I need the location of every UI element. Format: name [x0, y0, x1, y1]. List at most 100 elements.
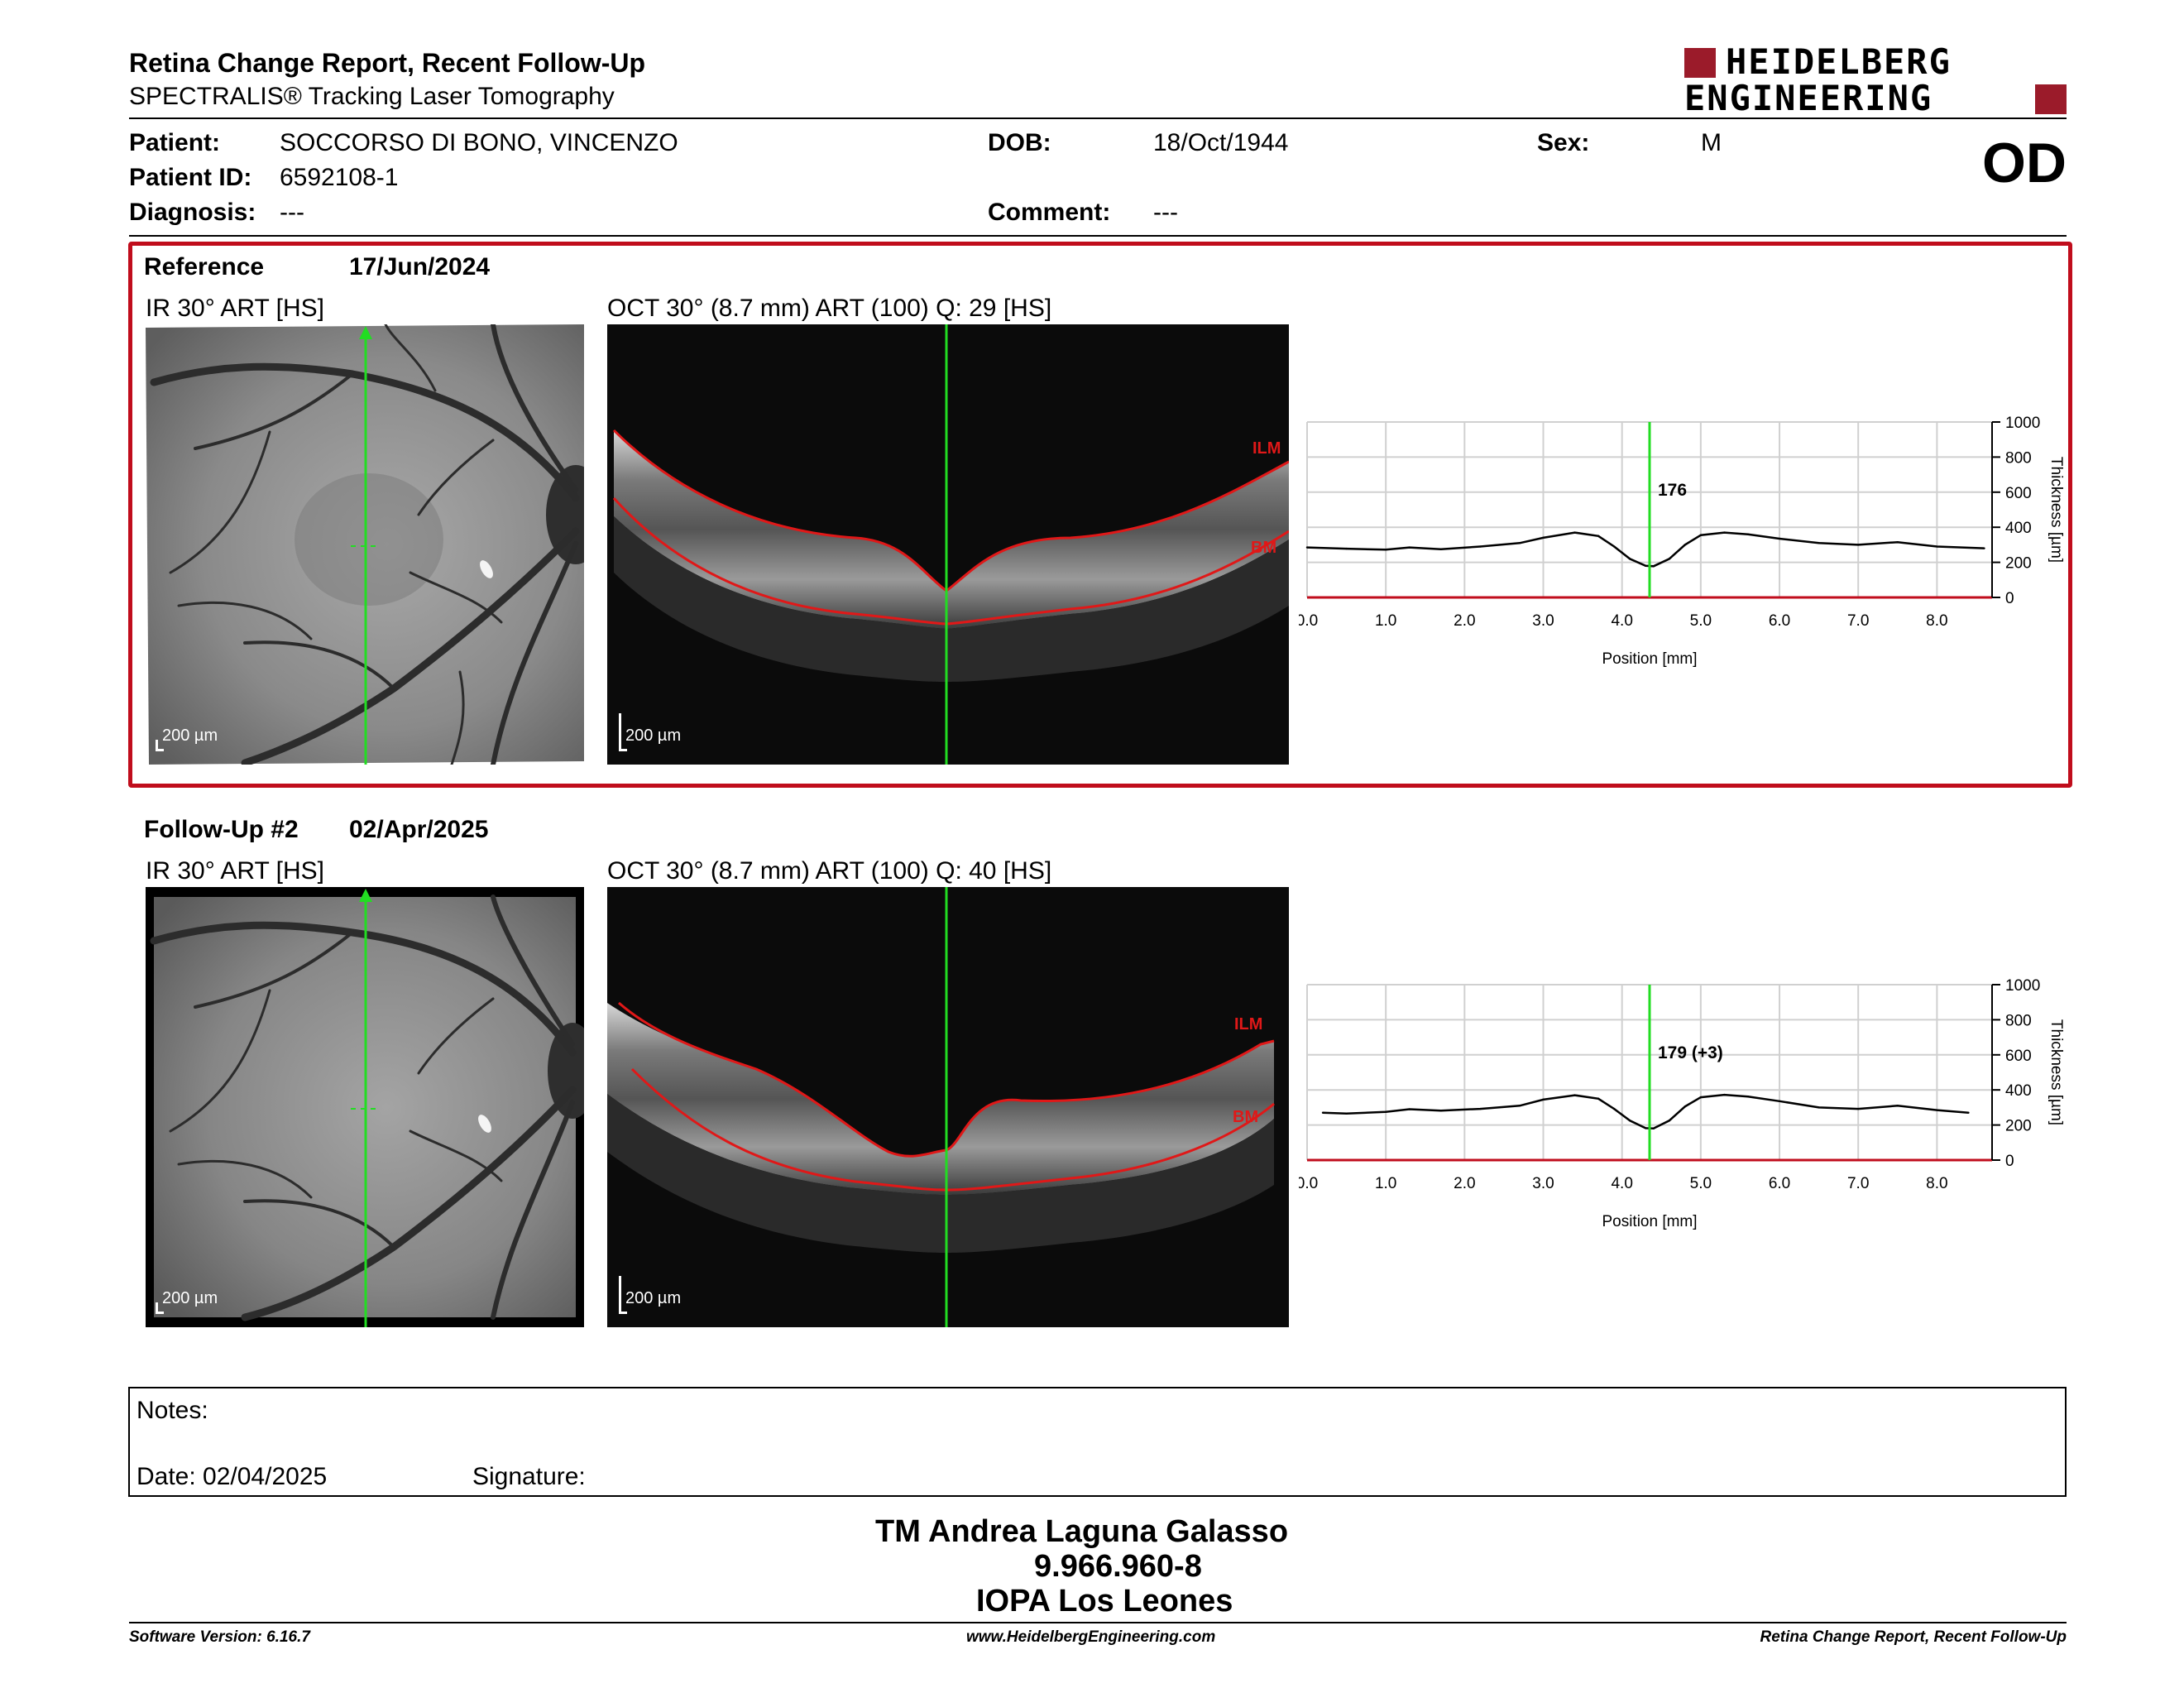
- x-tick-label: 3.0: [1532, 612, 1554, 630]
- logo-square-icon: [2035, 84, 2067, 114]
- followup-oct-image[interactable]: ILM BM 200 µm: [607, 887, 1289, 1327]
- heidelberg-logo: HEIDELBERG ENGINEERING: [1684, 45, 2067, 117]
- x-axis-label: Position [mm]: [1602, 650, 1697, 668]
- data-point: [1652, 565, 1655, 568]
- comment-label: Comment:: [988, 199, 1111, 226]
- data-point: [1857, 1107, 1860, 1110]
- dob-value: 18/Oct/1944: [1153, 129, 1289, 156]
- y-tick-label: 800: [2005, 449, 2032, 467]
- reference-ir-label: IR 30° ART [HS]: [146, 295, 324, 322]
- scale-label: 200 µm: [625, 1289, 682, 1307]
- reference-oct-image[interactable]: ILM BM 200 µm: [607, 324, 1289, 765]
- y-tick-label: 0: [2005, 1153, 2014, 1170]
- y-axis-label: Thickness [µm]: [2048, 457, 2065, 563]
- bm-label: BM: [1251, 539, 1276, 557]
- data-point: [1684, 1105, 1687, 1108]
- x-tick-label: 7.0: [1847, 612, 1869, 630]
- x-tick-label: 5.0: [1690, 612, 1712, 630]
- data-point: [1645, 564, 1647, 568]
- notes-date: Date: 02/04/2025: [136, 1463, 328, 1490]
- x-tick-label: 6.0: [1769, 1175, 1790, 1192]
- y-tick-label: 400: [2005, 520, 2032, 537]
- notes-label: Notes:: [136, 1397, 208, 1424]
- followup-date: 02/Apr/2025: [349, 816, 489, 843]
- thickness-series-line: [1306, 531, 1985, 568]
- sex-value: M: [1701, 129, 1722, 156]
- data-point: [1778, 537, 1781, 540]
- data-point: [1967, 1111, 1970, 1114]
- comment-value: ---: [1153, 199, 1178, 226]
- ilm-label: ILM: [1234, 1015, 1262, 1033]
- data-point: [1542, 536, 1545, 539]
- data-point: [1612, 1107, 1616, 1110]
- ilm-label: ILM: [1252, 439, 1281, 458]
- data-point: [1668, 558, 1670, 560]
- y-tick-label: 600: [2005, 1048, 2032, 1065]
- y-tick-label: 1000: [2005, 977, 2040, 995]
- x-tick-label: 6.0: [1769, 612, 1790, 630]
- reference-ir-image[interactable]: 200 µm: [146, 324, 584, 765]
- data-point: [1723, 1093, 1726, 1096]
- data-point: [1479, 1107, 1482, 1110]
- patient-id-label: Patient ID:: [129, 164, 252, 191]
- x-tick-label: 8.0: [1926, 1175, 1947, 1192]
- scale-label: 200 µm: [162, 1289, 218, 1307]
- oct-bscan-svg: ILM BM: [607, 324, 1289, 765]
- patient-id: 6592108-1: [280, 164, 399, 191]
- x-axis-label: Position [mm]: [1602, 1213, 1697, 1230]
- data-point: [1573, 531, 1576, 534]
- data-point: [1629, 558, 1631, 560]
- data-point: [1384, 1110, 1387, 1113]
- y-tick-label: 200: [2005, 1118, 2032, 1135]
- bm-label: BM: [1233, 1108, 1258, 1126]
- data-point: [1746, 1096, 1750, 1098]
- x-tick-label: 3.0: [1532, 1175, 1554, 1192]
- software-version: Software Version: 6.16.7: [129, 1628, 310, 1646]
- data-point: [1668, 1120, 1670, 1122]
- eye-indicator: OD: [1982, 132, 2067, 194]
- report-name-footer: Retina Change Report, Recent Follow-Up: [1760, 1628, 2067, 1646]
- data-point: [1345, 547, 1348, 550]
- divider: [129, 117, 2067, 119]
- x-tick-label: 5.0: [1690, 1175, 1712, 1192]
- notes-signature-label: Signature:: [472, 1463, 586, 1490]
- data-point: [1542, 1098, 1545, 1101]
- data-point: [1629, 1120, 1631, 1122]
- logo-line1: HEIDELBERG: [1726, 41, 1952, 82]
- data-point: [1857, 544, 1860, 546]
- data-point: [1936, 1109, 1938, 1111]
- diagnosis-value: ---: [280, 199, 304, 226]
- data-point: [1896, 1105, 1899, 1107]
- data-point: [1818, 1106, 1820, 1109]
- logo-square-icon: [1684, 48, 1716, 78]
- y-tick-label: 600: [2005, 485, 2032, 502]
- data-point: [1746, 533, 1750, 535]
- data-point: [1612, 545, 1616, 548]
- website-link[interactable]: www.HeidelbergEngineering.com: [966, 1628, 1216, 1646]
- x-tick-label: 1.0: [1375, 1175, 1396, 1192]
- data-point: [1723, 531, 1726, 534]
- divider: [129, 235, 2067, 237]
- data-point: [1345, 1112, 1348, 1115]
- followup-ir-image[interactable]: 200 µm: [146, 887, 584, 1327]
- reference-thickness-chart: 0.0 1.0 2.0 3.0 4.0 5.0 6.0 7.0 8.0 0 200 400 600 800…: [1299, 415, 2065, 668]
- data-point: [1778, 1100, 1781, 1102]
- x-tick-label: 2.0: [1454, 612, 1475, 630]
- followup-label: Follow-Up #2: [144, 816, 299, 843]
- fundus-svg: [146, 324, 584, 765]
- data-point: [1645, 1127, 1647, 1129]
- data-point: [1818, 542, 1820, 544]
- y-tick-label: 1000: [2005, 415, 2040, 432]
- data-point: [1321, 1111, 1324, 1114]
- notes-box[interactable]: Notes: Date: 02/04/2025 Signature:: [128, 1387, 2067, 1497]
- scale-label: 200 µm: [162, 727, 218, 745]
- reference-oct-label: OCT 30° (8.7 mm) ART (100) Q: 29 [HS]: [607, 295, 1052, 322]
- data-point: [1439, 548, 1442, 550]
- x-tick-label: 1.0: [1375, 612, 1396, 630]
- x-tick-label: 8.0: [1926, 612, 1947, 630]
- data-point: [1597, 1097, 1600, 1100]
- scale-bar: 200 µm: [156, 727, 238, 751]
- divider: [129, 1622, 2067, 1623]
- y-tick-label: 200: [2005, 555, 2032, 573]
- data-point: [1652, 1127, 1655, 1130]
